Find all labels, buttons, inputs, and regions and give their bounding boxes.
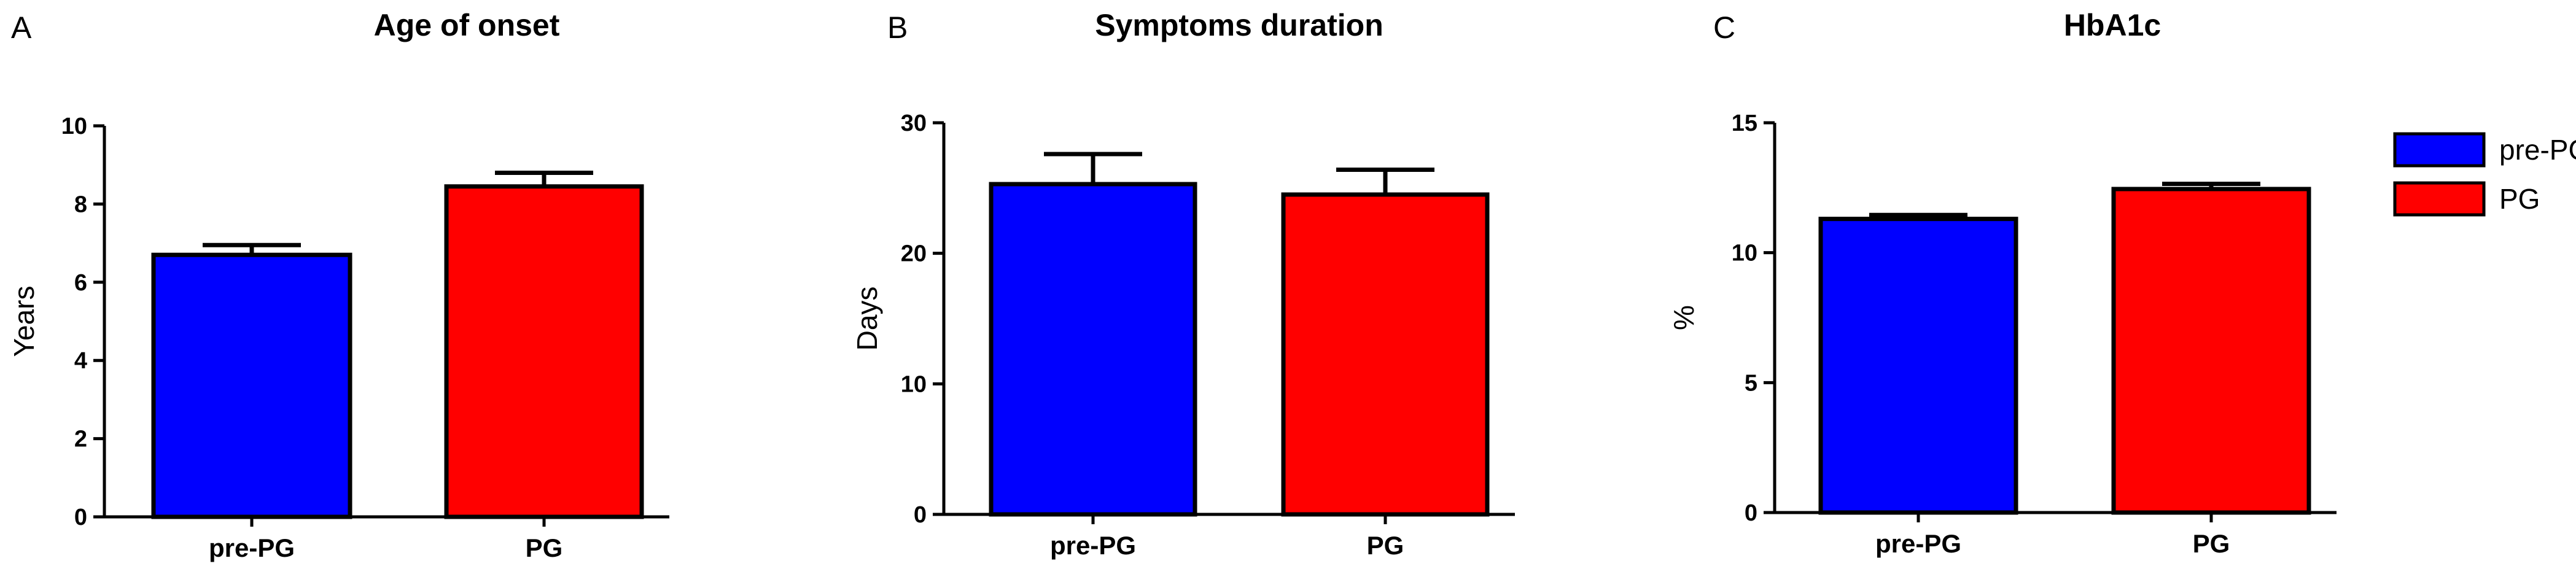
chart-panel-b: B Symptoms duration Days 0 10 20 30 pre-PG PG (851, 8, 1515, 560)
panel-letter: C (1713, 10, 1735, 45)
y-tick-label: 10 (61, 114, 87, 139)
x-tick-label: PG (1367, 531, 1404, 560)
y-tick-label: 0 (914, 502, 927, 528)
chart-panel-a: A Age of onset Years 0 2 4 6 8 10 pre-PG PG (8, 8, 669, 562)
y-tick-label: 8 (74, 192, 87, 217)
y-tick-label: 5 (1745, 370, 1757, 396)
x-tick-label: pre-PG (209, 533, 295, 562)
x-tick-label: pre-PG (1050, 531, 1136, 560)
legend-label: pre-PG (2499, 134, 2576, 166)
y-tick-label: 0 (1745, 500, 1757, 526)
panel-letter: A (11, 10, 32, 45)
y-tick-label: 6 (74, 270, 87, 296)
x-tick-label: PG (526, 533, 563, 562)
y-tick-label: 0 (74, 505, 87, 530)
y-tick-label: 10 (901, 371, 927, 397)
bar-pg (444, 184, 644, 519)
y-tick-label: 10 (1732, 241, 1757, 266)
chart-title: Age of onset (374, 8, 560, 42)
y-tick-label: 4 (74, 348, 87, 374)
y-tick-label: 30 (901, 110, 927, 136)
chart-title: HbA1c (2064, 8, 2161, 42)
y-tick-label: 15 (1732, 110, 1757, 136)
x-tick-label: pre-PG (1875, 529, 1961, 558)
x-tick-label: PG (2193, 529, 2230, 558)
bar-pre-pg (989, 182, 1197, 517)
legend: pre-PG PG (2393, 132, 2576, 217)
y-tick-label: 20 (901, 241, 927, 267)
y-axis-label: Days (851, 287, 883, 351)
chart-title: Symptoms duration (1095, 8, 1383, 42)
legend-swatch-pg (2393, 181, 2486, 217)
bar-pre-pg (1818, 217, 2018, 515)
bar-pg (1281, 192, 1490, 517)
panel-letter: B (887, 10, 908, 45)
y-axis-label: % (1668, 305, 1700, 330)
chart-panel-c: C HbA1c% 0 5 10 15 pre-PG PG (1668, 8, 2337, 558)
legend-label: PG (2499, 183, 2540, 215)
y-axis-label: Years (8, 286, 40, 357)
legend-swatch-pre-pg (2393, 132, 2486, 168)
y-tick-label: 2 (74, 427, 87, 452)
bar-pre-pg (151, 252, 352, 519)
bar-pg (2111, 187, 2311, 515)
